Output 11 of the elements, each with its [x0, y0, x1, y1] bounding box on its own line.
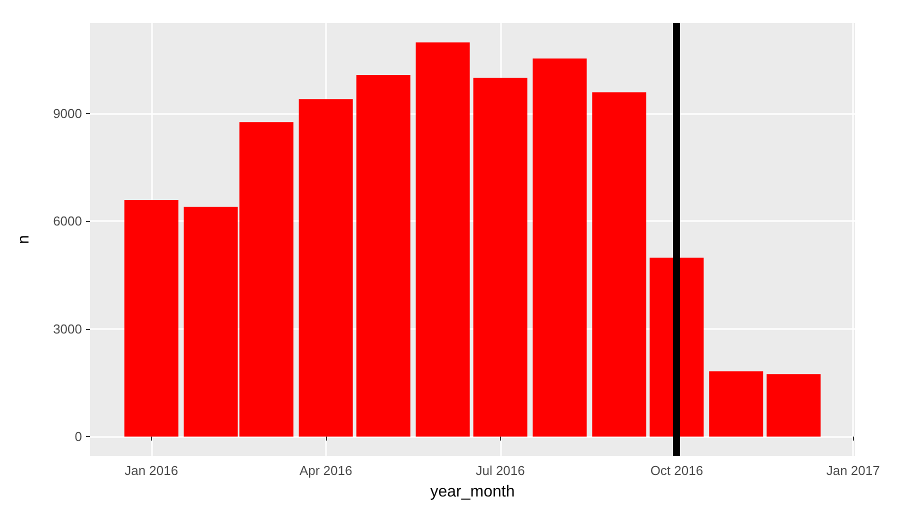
- y-axis-title: n: [16, 235, 32, 244]
- x-tick-label: Oct 2016: [650, 463, 704, 478]
- x-tick-label: Apr 2016: [299, 463, 352, 478]
- y-tick-label: 6000: [53, 214, 82, 229]
- x-tick-label: Jan 2017: [826, 463, 880, 478]
- y-tick-label: 0: [74, 429, 82, 444]
- y-tick-label: 9000: [53, 106, 82, 121]
- x-tick-label: Jul 2016: [476, 463, 525, 478]
- x-tick-label: Jan 2016: [124, 463, 178, 478]
- x-axis-title: year_month: [430, 484, 515, 500]
- y-tick-label: 3000: [53, 321, 82, 336]
